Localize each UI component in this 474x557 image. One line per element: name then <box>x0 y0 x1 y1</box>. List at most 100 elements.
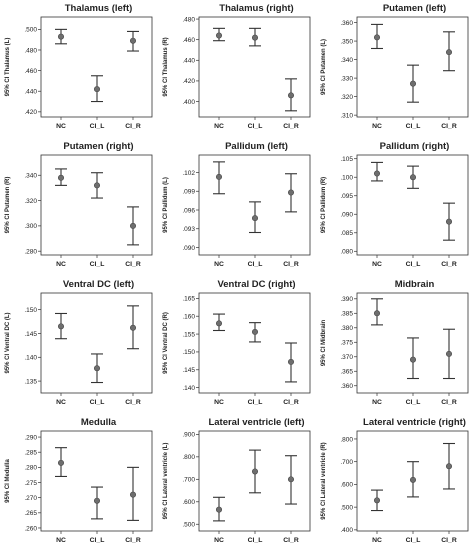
x-tick-label: CI_L <box>248 123 263 130</box>
plot-frame <box>356 430 469 532</box>
chart-title: Ventral DC (left) <box>63 279 134 290</box>
mean-point <box>410 356 417 363</box>
y-axis-label: 95% CI Ventral DC (R) <box>163 312 169 374</box>
x-tick-label: NC <box>56 537 66 544</box>
y-tick-label: .320 <box>24 198 37 205</box>
y-tick-label: .340 <box>24 173 37 180</box>
x-tick-label: CI_R <box>441 399 457 406</box>
y-tick-label: .500 <box>340 504 353 511</box>
y-tick-label: .140 <box>24 355 37 362</box>
plot-frame <box>198 430 311 532</box>
error-bar-group <box>443 442 455 490</box>
error-bar-group <box>55 312 67 340</box>
y-axis-label: 95% CI Thalamus (R) <box>163 37 169 96</box>
y-tick-label: .090 <box>340 212 353 219</box>
error-bar-group <box>127 305 139 350</box>
y-tick-label: .100 <box>340 175 353 182</box>
mean-point <box>57 33 64 40</box>
y-tick-label: .800 <box>340 436 353 443</box>
error-bar-group <box>285 455 297 505</box>
y-tick-label: .140 <box>182 385 195 392</box>
y-tick-label: .150 <box>24 307 37 314</box>
y-tick-label: .145 <box>182 367 195 374</box>
error-bar-group <box>371 298 383 326</box>
mean-point <box>215 173 222 180</box>
y-tick-label: .700 <box>340 459 353 466</box>
mean-point <box>57 459 64 466</box>
mean-point <box>252 34 259 41</box>
y-tick-label: .420 <box>182 78 195 85</box>
y-tick-label: .380 <box>340 325 353 332</box>
y-tick-label: .290 <box>24 434 37 441</box>
chart-title: Pallidum (right) <box>380 141 450 152</box>
x-tick-label: CI_R <box>283 261 299 268</box>
mean-point <box>288 476 295 483</box>
x-tick-label: CI_R <box>125 123 141 130</box>
y-tick-label: .480 <box>182 16 195 23</box>
error-bar-group <box>55 447 67 478</box>
y-tick-label: .095 <box>340 193 353 200</box>
mean-point <box>373 34 380 41</box>
error-bar-group <box>249 201 261 234</box>
chart-panel: Putamen (left) .310 .320 .330 .340 .350 .360 95… <box>316 0 474 143</box>
chart-panel: Ventral DC (left) .135 .140 .145 .150 95% CI … <box>0 276 158 419</box>
y-tick-label: .265 <box>24 510 37 517</box>
error-bar-group <box>91 353 103 384</box>
y-tick-label: .600 <box>182 499 195 506</box>
mean-point <box>215 32 222 39</box>
x-tick-label: NC <box>214 399 224 406</box>
mean-point <box>130 491 137 498</box>
chart-panel: Ventral DC (right) .140 .145 .150 .155 .160 .1… <box>158 276 316 419</box>
plot-frame <box>356 16 469 118</box>
y-tick-label: .900 <box>182 432 195 439</box>
errorbar-chart: Medulla .260 .265 .270 .275 .280 .285 .290 95% C… <box>5 417 153 544</box>
error-bar-group <box>407 461 419 498</box>
mean-point <box>94 365 101 372</box>
y-tick-label: .275 <box>24 480 37 487</box>
x-tick-label: CI_L <box>90 537 105 544</box>
y-tick-label: .150 <box>182 349 195 356</box>
y-tick-label: .155 <box>182 331 195 338</box>
x-tick-label: NC <box>214 537 224 544</box>
mean-point <box>410 80 417 87</box>
x-tick-label: NC <box>56 399 66 406</box>
error-bar-group <box>443 328 455 380</box>
x-tick-label: NC <box>56 261 66 268</box>
y-tick-label: .165 <box>182 296 195 303</box>
x-tick-label: NC <box>214 261 224 268</box>
mean-point <box>57 174 64 181</box>
plot-frame <box>40 154 153 256</box>
y-axis-label: 95% CI Ventral DC (L) <box>5 312 11 373</box>
x-tick-label: CI_R <box>283 537 299 544</box>
error-bar-group <box>443 31 455 72</box>
plot-frame <box>198 154 311 256</box>
mean-point <box>446 218 453 225</box>
error-bar-group <box>213 27 225 42</box>
y-axis-label: 95% CI Putamen (L) <box>321 39 327 95</box>
x-tick-label: CI_L <box>406 261 421 268</box>
plot-frame <box>198 16 311 118</box>
y-tick-label: .145 <box>24 331 37 338</box>
error-bar-group <box>213 313 225 332</box>
y-axis-label: 95% CI Thalamus (L) <box>5 38 11 97</box>
x-tick-label: CI_L <box>90 399 105 406</box>
error-bar-group <box>55 168 67 186</box>
error-bar-group <box>91 172 103 199</box>
error-bar-group <box>285 78 297 112</box>
x-tick-label: CI_R <box>283 123 299 130</box>
chart-title: Lateral ventricle (left) <box>208 417 304 428</box>
x-tick-label: NC <box>372 261 382 268</box>
error-bar-group <box>285 173 297 213</box>
x-tick-label: CI_L <box>90 261 105 268</box>
x-tick-label: CI_L <box>406 123 421 130</box>
mean-point <box>446 49 453 56</box>
error-bar-group <box>249 27 261 47</box>
y-axis-label: 95% CI Lateral ventricle (L) <box>163 443 169 520</box>
y-tick-label: .340 <box>340 57 353 64</box>
y-tick-label: .090 <box>182 245 195 252</box>
chart-panel: Thalamus (left) .420 .440 .460 .480 .500 95% C… <box>0 0 158 143</box>
y-axis-label: 95% CI Pallidum (L) <box>163 177 169 233</box>
x-tick-label: CI_R <box>125 537 141 544</box>
y-tick-label: .099 <box>182 189 195 196</box>
